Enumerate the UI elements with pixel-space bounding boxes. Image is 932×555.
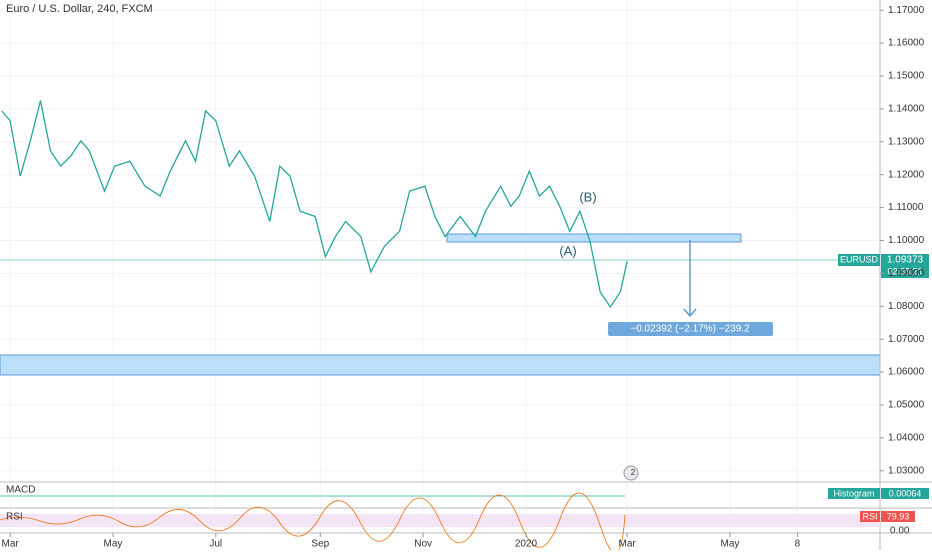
y-tick-label: 1.13000 bbox=[888, 136, 925, 147]
last-price: 1.09373 bbox=[887, 255, 924, 266]
rsi-label: RSI bbox=[862, 511, 877, 521]
y-tick-label: 1.17000 bbox=[888, 5, 925, 16]
event-badge[interactable] bbox=[623, 465, 639, 481]
y-tick-label: 1.03000 bbox=[888, 465, 925, 476]
measure-box bbox=[608, 322, 773, 336]
rsi-axis-label: 0.00 bbox=[890, 526, 910, 537]
y-tick-label: 1.15000 bbox=[888, 71, 925, 82]
x-tick-label: May bbox=[103, 539, 122, 550]
x-tick-label: 8 bbox=[795, 539, 801, 550]
price-badge bbox=[881, 254, 929, 278]
countdown: 02:38:21 bbox=[887, 266, 922, 276]
measure-label: −0.02392 (−2.17%) −239.2 bbox=[630, 324, 750, 335]
y-tick-label: 1.14000 bbox=[888, 104, 925, 115]
y-tick-label: 1.09000 bbox=[888, 268, 925, 279]
x-tick-label: Mar bbox=[1, 539, 19, 550]
y-tick-label: 1.11000 bbox=[888, 202, 924, 213]
macd-badge bbox=[828, 488, 880, 499]
badge-count: 2 bbox=[631, 468, 636, 477]
x-tick-label: Jul bbox=[209, 539, 222, 550]
chart-title: Euro / U.S. Dollar, 240, FXCM bbox=[6, 3, 153, 15]
rsi-line bbox=[0, 492, 626, 554]
y-tick-label: 1.12000 bbox=[888, 169, 925, 180]
resistance-zone bbox=[446, 233, 742, 243]
wave-label: (A) bbox=[559, 243, 576, 258]
x-tick-label: Sep bbox=[311, 539, 329, 550]
macd-value-badge bbox=[881, 488, 929, 499]
y-tick-label: 1.16000 bbox=[888, 38, 925, 49]
y-tick-label: 1.04000 bbox=[888, 433, 925, 444]
symbol-badge bbox=[838, 254, 880, 266]
x-tick-label: Mar bbox=[619, 539, 637, 550]
rsi-title: RSI bbox=[6, 512, 23, 523]
y-tick-label: 1.06000 bbox=[888, 367, 925, 378]
rsi-value-badge bbox=[881, 511, 915, 522]
x-tick-label: Nov bbox=[414, 539, 432, 550]
wave-label: (B) bbox=[579, 189, 596, 204]
y-tick-label: 1.07000 bbox=[888, 334, 925, 345]
symbol-label: EURUSD bbox=[840, 254, 879, 264]
rsi-badge bbox=[860, 511, 880, 522]
arrow-head bbox=[683, 308, 697, 318]
x-tick-label: May bbox=[721, 539, 740, 550]
macd-title: MACD bbox=[6, 485, 35, 496]
y-tick-label: 1.10000 bbox=[888, 235, 925, 246]
macd-label: Histogram bbox=[833, 488, 874, 498]
rsi-value: 79.93 bbox=[887, 511, 910, 521]
price-line bbox=[1, 100, 628, 309]
y-tick-label: 1.08000 bbox=[888, 301, 925, 312]
macd-value: 0.00064 bbox=[889, 488, 922, 498]
support-zone bbox=[0, 354, 881, 376]
x-tick-label: 2020 bbox=[515, 539, 538, 550]
y-tick-label: 1.05000 bbox=[888, 400, 925, 411]
grid bbox=[0, 0, 880, 533]
